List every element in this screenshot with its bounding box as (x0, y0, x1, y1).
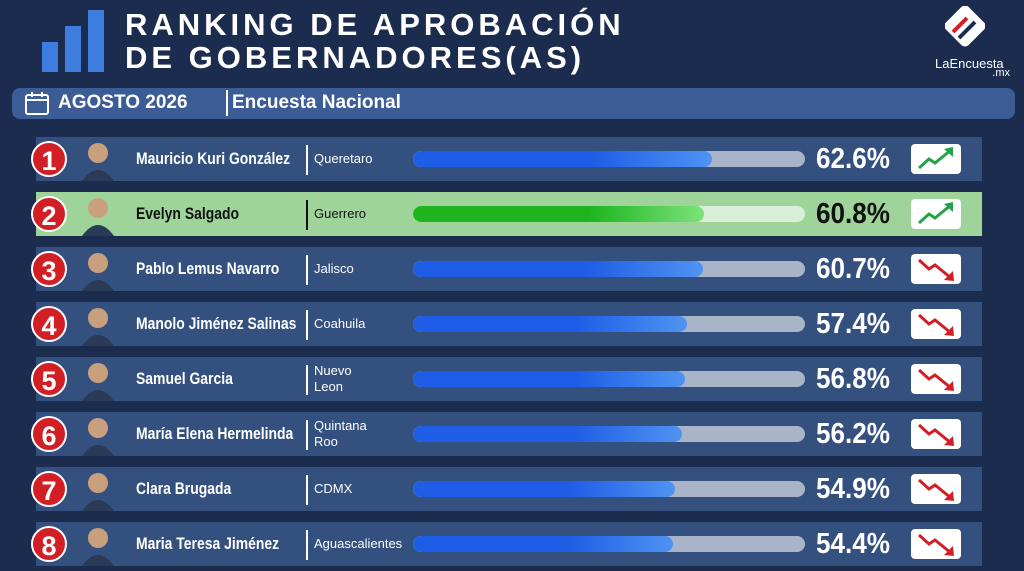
bar (413, 536, 674, 552)
value-label: 54.9% (816, 473, 891, 505)
avatar (74, 524, 122, 566)
value-label: 54.4% (816, 528, 891, 560)
brand: LaEncuesta .mx (935, 56, 1010, 79)
value-label: 56.8% (816, 363, 891, 395)
row: 7 Clara Brugada CDMX 54.9% (31, 467, 982, 511)
name: Samuel Garcia (136, 369, 233, 388)
value-label: 60.7% (816, 253, 891, 285)
bar (413, 426, 682, 442)
trend-icon (911, 529, 961, 559)
value-label: 60.8% (816, 198, 891, 230)
state: CDMX (314, 481, 353, 496)
rank: 8 (31, 526, 67, 562)
value-label: 62.6% (816, 143, 891, 175)
divider (306, 530, 308, 560)
name: María Elena Hermelinda (136, 424, 294, 443)
row: 1 Mauricio Kuri González Queretaro 62.6% (31, 137, 982, 181)
title-line: DE GOBERNADORES(AS) (125, 40, 586, 75)
trend-icon (911, 474, 961, 504)
trend-icon (911, 364, 961, 394)
trend-icon (911, 199, 961, 229)
bar-track (413, 426, 805, 442)
bar (413, 371, 685, 387)
divider (306, 145, 308, 175)
rank: 5 (31, 361, 67, 397)
subtitle-band: AGOSTO 2026 Encuesta Nacional (12, 88, 1015, 119)
bar-track (413, 481, 805, 497)
avatar (74, 139, 122, 181)
rank: 6 (31, 416, 67, 452)
bar (413, 481, 676, 497)
avatar (74, 249, 122, 291)
name: Clara Brugada (136, 479, 232, 498)
name: Maria Teresa Jiménez (136, 534, 280, 553)
row: 8 Maria Teresa Jiménez Aguascalientes 54.4% (31, 522, 982, 566)
divider (306, 200, 308, 230)
avatar (74, 194, 122, 236)
subtitle: Encuesta Nacional (232, 92, 401, 113)
bar-track (413, 371, 805, 387)
row: 2 Evelyn Salgado Guerrero 60.8% (31, 192, 982, 236)
bar (413, 206, 704, 222)
title-line: RANKING DE APROBACIÓN (125, 7, 625, 42)
value-label: 57.4% (816, 308, 891, 340)
trend-icon (911, 144, 961, 174)
bar (413, 261, 704, 277)
avatar (74, 414, 122, 456)
rank: 1 (31, 141, 67, 177)
bar-track (413, 316, 805, 332)
calendar-icon (25, 92, 49, 115)
divider (306, 310, 308, 340)
value-label: 56.2% (816, 418, 891, 450)
avatar (74, 469, 122, 511)
avatar (74, 304, 122, 346)
divider (306, 475, 308, 505)
brand-name: LaEncuesta (935, 56, 1004, 71)
trend-icon (911, 254, 961, 284)
divider (306, 365, 308, 395)
brand-logo (945, 6, 985, 47)
name: Evelyn Salgado (136, 204, 240, 223)
divider (306, 420, 308, 450)
bar-track (413, 536, 805, 552)
logo-bars (42, 10, 104, 72)
state: Quintana Roo (314, 418, 367, 449)
rank: 2 (31, 196, 67, 232)
bar (413, 316, 688, 332)
rank: 3 (31, 251, 67, 287)
rank: 7 (31, 471, 67, 507)
trend-icon (911, 419, 961, 449)
avatar (74, 359, 122, 401)
bar (413, 151, 713, 167)
state: Nuevo Leon (314, 363, 352, 394)
period: AGOSTO 2026 (58, 92, 188, 113)
state: Jalisco (314, 261, 354, 276)
state: Aguascalientes (314, 536, 403, 551)
brand-suffix: .mx (992, 67, 1010, 79)
bar-track (413, 151, 805, 167)
state: Coahuila (314, 316, 366, 331)
name: Mauricio Kuri González (136, 149, 291, 168)
rank: 4 (31, 306, 67, 342)
row: 6 María Elena Hermelinda Quintana Roo 56.2% (31, 412, 982, 456)
row: 5 Samuel Garcia Nuevo Leon 56.8% (31, 357, 982, 401)
name: Pablo Lemus Navarro (136, 259, 280, 278)
name: Manolo Jiménez Salinas (136, 314, 297, 333)
row: 4 Manolo Jiménez Salinas Coahuila 57.4% (31, 302, 982, 346)
trend-icon (911, 309, 961, 339)
state: Guerrero (314, 206, 367, 221)
bar-track (413, 206, 805, 222)
bar-track (413, 261, 805, 277)
title: RANKING DE APROBACIÓN DE GOBERNADORES(AS… (125, 8, 625, 74)
row: 3 Pablo Lemus Navarro Jalisco 60.7% (31, 247, 982, 291)
divider (306, 255, 308, 285)
state: Queretaro (314, 151, 373, 166)
